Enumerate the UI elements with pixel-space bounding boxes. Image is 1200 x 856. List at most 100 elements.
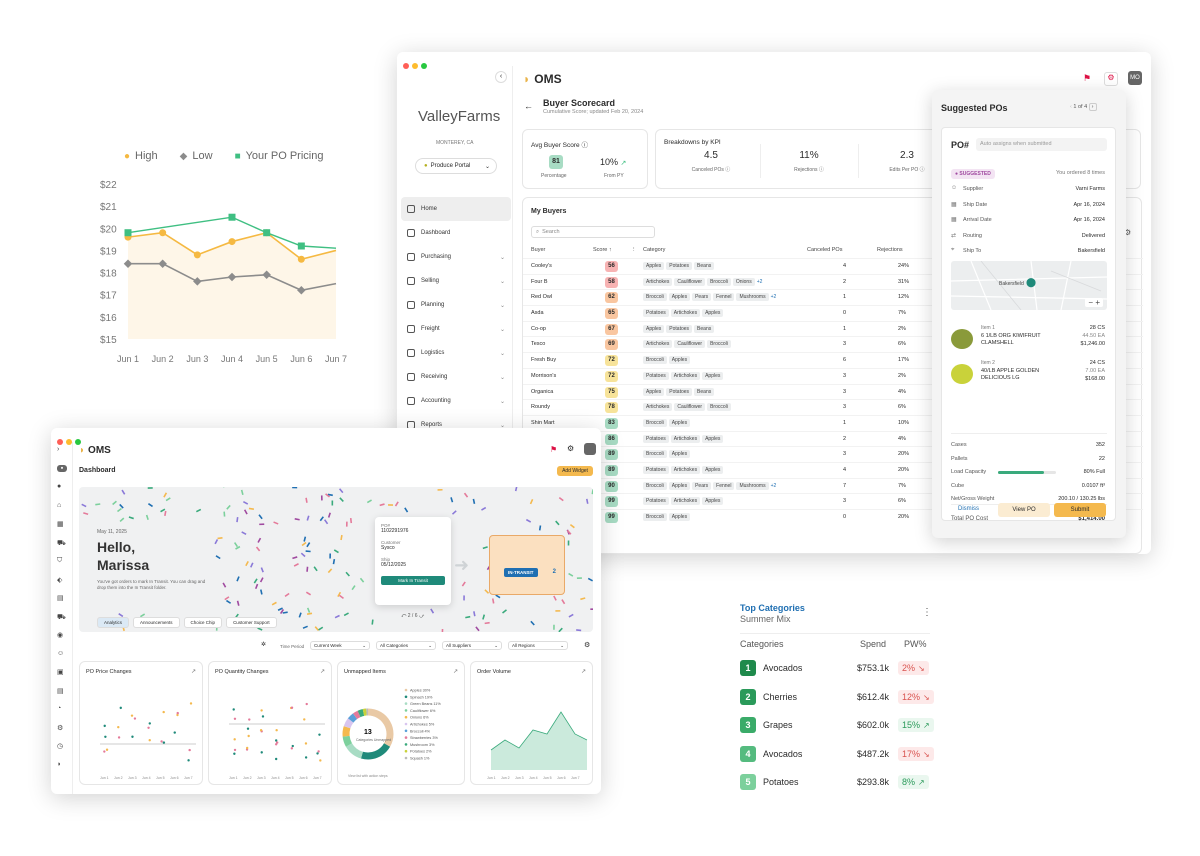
category-chip: Apples xyxy=(668,450,691,459)
sidebar-item-receiving[interactable]: Receiving ⌄ xyxy=(401,365,511,389)
table-row[interactable]: Red Owl 62 Broccoli Apples Pears Fennel Mushro… xyxy=(523,289,1143,305)
header-spend: Spend xyxy=(860,639,887,649)
avatar[interactable] xyxy=(584,443,596,455)
collapse-icon[interactable]: ‹ xyxy=(495,71,507,83)
view-po-button[interactable]: View PO xyxy=(998,503,1050,517)
table-row[interactable]: Organica 75 Apples Potatoes Beans 3 4% xyxy=(523,383,1143,400)
column-header[interactable]: Canceled POs xyxy=(807,247,843,253)
table-row[interactable]: 99 Broccoli Apples 0 20% xyxy=(523,509,1143,525)
portal-select[interactable]: ● Produce Portal ⌄ xyxy=(415,158,497,174)
column-header[interactable]: Score ↑ xyxy=(593,247,612,253)
more-chip[interactable]: +2 xyxy=(770,482,777,489)
filter-select[interactable]: Current Week ⌄ xyxy=(310,641,370,650)
category-chip: Onions xyxy=(732,277,755,286)
sidebar-item-selling[interactable]: Selling ⌄ xyxy=(401,269,511,293)
grid-icon[interactable]: ▦ xyxy=(57,521,64,528)
table-row[interactable]: Co-op 67 Apples Potatoes Beans 1 2% xyxy=(523,320,1143,337)
map-zoom-controls[interactable]: − + xyxy=(1085,298,1103,307)
prev-icon[interactable]: ‹ xyxy=(1070,104,1072,110)
gear-icon[interactable]: ⚙ xyxy=(57,724,64,732)
hero-tag-chip[interactable]: Analytics xyxy=(97,617,130,628)
calculator-icon[interactable]: ▤ xyxy=(57,687,64,695)
clock-icon[interactable]: ◷ xyxy=(57,743,64,750)
category-chips: Broccoli Apples Pears Fennel Mushrooms +2 xyxy=(643,293,777,302)
window-controls[interactable] xyxy=(403,56,430,74)
window-controls[interactable] xyxy=(57,432,84,450)
table-row[interactable]: 90 Broccoli Apples Pears Fennel Mushrooms +2 7 7… xyxy=(523,477,1143,494)
prev-icon[interactable]: ⤺ xyxy=(401,613,407,619)
table-row[interactable]: Shin Mart 83 Broccoli Apples 1 10% xyxy=(523,414,1143,431)
filter-select[interactable]: All Regions ⌄ xyxy=(508,641,568,650)
x-tick-label: Jun 4 xyxy=(271,776,280,780)
expand-icon[interactable]: ↗ xyxy=(319,669,325,675)
pie-icon[interactable]: ◔ xyxy=(57,705,62,712)
table-row[interactable]: 86 Potatoes Artichokes Apples 2 4% xyxy=(523,430,1143,447)
table-row[interactable]: Four B 58 Artichokes Cauliflower Broccoli Oni… xyxy=(523,273,1143,290)
notification-icon[interactable]: ⚑ xyxy=(550,445,558,454)
table-row[interactable]: 89 Potatoes Artichokes Apples 4 20% xyxy=(523,461,1143,478)
shield-icon[interactable]: ⛉ xyxy=(57,557,63,564)
sidebar-item-accounting[interactable]: Accounting ⌄ xyxy=(401,389,511,413)
expand-icon[interactable]: ↗ xyxy=(580,669,586,675)
filter-select[interactable]: All Categories ⌄ xyxy=(376,641,436,650)
pear-icon[interactable]: ● xyxy=(57,483,62,490)
expand-icon[interactable]: ↗ xyxy=(190,669,196,675)
table-row[interactable]: Morrison's 72 Potatoes Artichokes Apples 3 2% xyxy=(523,367,1143,384)
filter-select[interactable]: All Suppliers ⌄ xyxy=(442,641,502,650)
hero-tag-chip[interactable]: Customer Support xyxy=(226,617,277,628)
sidebar-item-freight[interactable]: Freight ⌄ xyxy=(401,317,511,341)
table-settings-icon[interactable]: ⚙ xyxy=(1124,228,1132,237)
settings-icon[interactable]: ⚙ xyxy=(567,444,575,453)
back-arrow-icon[interactable]: ← xyxy=(524,101,533,111)
cart-icon[interactable]: ⛟ xyxy=(57,539,66,547)
sidebar-item-logistics[interactable]: Logistics ⌄ xyxy=(401,341,511,365)
leaf-icon[interactable]: ◗ xyxy=(57,760,62,768)
cart-icon[interactable]: ⛟ xyxy=(57,613,66,621)
column-header[interactable]: Buyer xyxy=(531,247,546,253)
notification-icon[interactable]: ⚑ xyxy=(1083,73,1092,83)
column-header[interactable]: Rejections xyxy=(877,247,903,253)
table-row[interactable]: Asda 65 Potatoes Artichokes Apples 0 7% xyxy=(523,305,1143,321)
truck-icon[interactable]: ▣ xyxy=(57,669,64,676)
po-drag-card[interactable]: PO# 1102291976 Customer Sysco Ship 05/12… xyxy=(375,517,451,605)
sidebar-item-home[interactable]: Home xyxy=(401,197,511,221)
chevron-right-icon[interactable]: › xyxy=(57,446,60,453)
sidebar-item-dashboard[interactable]: Dashboard xyxy=(401,221,511,245)
table-row[interactable]: Fresh Buy 72 Broccoli Apples 6 17% xyxy=(523,352,1143,368)
logo-icon[interactable]: ▪ xyxy=(57,464,67,472)
table-row[interactable]: Roundy 78 Artichokes Cauliflower Broccoli 3 6% xyxy=(523,399,1143,415)
bell-icon[interactable]: ◉ xyxy=(57,632,64,639)
table-row[interactable]: 99 Potatoes Artichokes Apples 3 6% xyxy=(523,493,1143,509)
po-number-input[interactable]: Auto assigns when submitted xyxy=(976,138,1107,151)
route-map[interactable]: ⬤ Bakersfield − + xyxy=(951,261,1107,310)
table-row[interactable]: Cooley's 56 Apples Potatoes Beans 4 24% xyxy=(523,258,1143,274)
filter-settings-icon[interactable]: ⚙ xyxy=(584,642,591,649)
hero-tag-chip[interactable]: Choice Chip xyxy=(183,617,223,628)
settings-icon[interactable]: ⚙ xyxy=(1104,72,1118,86)
confetti-piece xyxy=(514,487,518,492)
sidebar-item-planning[interactable]: Planning ⌄ xyxy=(401,293,511,317)
dismiss-button[interactable]: Dismiss xyxy=(958,506,979,512)
table-row[interactable]: Tesco 69 Artichokes Cauliflower Broccoli 3 6% xyxy=(523,336,1143,352)
hero-tag-chip[interactable]: Announcements xyxy=(133,617,180,628)
avatar[interactable]: MO xyxy=(1128,71,1142,85)
add-widget-button[interactable]: Add Widget xyxy=(557,466,593,476)
home-icon[interactable]: ⌂ xyxy=(57,501,62,509)
more-chip[interactable]: +2 xyxy=(770,294,777,301)
more-chip[interactable]: +2 xyxy=(756,278,763,285)
tag-icon[interactable]: ⬖ xyxy=(57,576,63,584)
mark-in-transit-button[interactable]: Mark In Transit xyxy=(381,576,445,585)
more-options-icon[interactable]: ⋮ xyxy=(922,607,932,618)
sidebar-item-purchasing[interactable]: Purchasing ⌄ xyxy=(401,245,511,269)
expand-icon[interactable]: ↗ xyxy=(452,669,458,675)
column-header[interactable]: Category ⋮ xyxy=(631,247,666,253)
next-icon[interactable]: ⤻ xyxy=(418,613,425,619)
search-input[interactable]: ⌕ Search xyxy=(531,226,655,238)
submit-button[interactable]: Submit xyxy=(1054,503,1106,517)
doc-icon[interactable]: ▤ xyxy=(57,595,64,602)
next-icon[interactable]: › xyxy=(1088,103,1097,111)
user-icon[interactable]: ☺ xyxy=(57,649,65,657)
filter-icon[interactable]: ✲ xyxy=(261,642,267,648)
in-transit-folder[interactable]: IN-TRANSIT 2 xyxy=(489,535,565,595)
table-row[interactable]: 89 Broccoli Apples 3 20% xyxy=(523,446,1143,462)
